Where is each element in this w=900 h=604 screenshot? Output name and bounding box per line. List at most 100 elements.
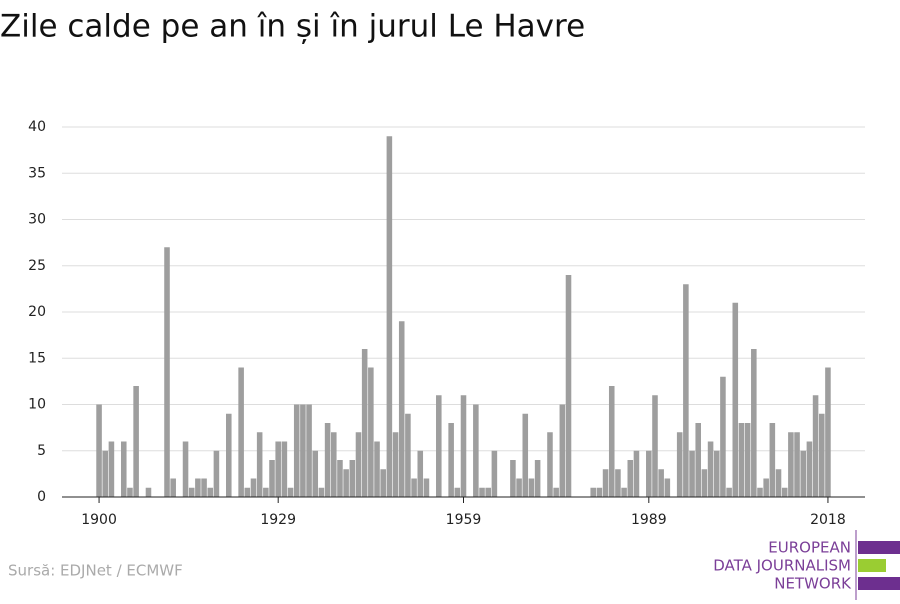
bar [306,404,312,497]
bar [337,460,343,497]
bar [349,460,356,497]
x-tick-label: 1959 [446,512,482,528]
bar [263,487,269,497]
bar [713,450,720,497]
bar [361,349,368,497]
logo-text: NETWORK [774,575,852,593]
bar [621,487,627,497]
y-tick-label: 10 [28,397,46,413]
y-tick-label: 0 [37,489,46,505]
bar [225,413,232,497]
bar [405,413,411,497]
bar [293,404,300,497]
x-tick-label: 2018 [810,512,846,528]
bar [312,450,319,497]
bar [213,450,220,497]
bar [485,487,491,497]
bar [720,376,726,497]
bar [473,404,479,497]
bar [744,423,751,497]
bar [522,413,529,497]
bar [256,432,263,497]
bar [763,478,769,497]
bar [683,284,689,497]
source: Sursă: EDJNet / ECMWF [8,562,183,580]
bar [559,404,566,497]
bar [454,487,461,497]
bar [652,395,658,497]
bar [170,478,176,497]
chart-title: Zile calde pe an în și în jurul Le Havre [0,9,585,45]
bar [602,469,609,497]
bar [448,423,454,497]
bar [775,469,782,497]
bar [324,423,331,497]
bar [646,450,652,497]
y-tick-label: 15 [28,350,46,366]
x-tick-label: 1900 [81,512,117,528]
bar [812,395,819,497]
bar [751,349,757,497]
bar [608,386,615,497]
bar [726,487,732,497]
bar [825,367,831,497]
bar [195,478,201,497]
logo-bar [858,559,886,572]
bar [534,460,541,497]
bar [411,478,417,497]
bar [689,450,695,497]
bar [565,275,572,497]
bar [627,460,634,497]
bar [547,432,553,497]
bar [102,450,109,497]
y-tick-label: 20 [28,304,46,320]
bar [145,487,152,497]
bar [757,487,763,497]
bar [491,450,498,497]
bar [343,469,349,497]
bar [127,487,133,497]
bar [380,469,386,497]
bar [120,441,127,497]
y-tick-label: 25 [28,258,46,274]
bar [392,432,399,497]
bar [738,423,745,497]
logo-text: DATA JOURNALISM [713,557,851,575]
bar [386,136,393,497]
bar [182,441,189,497]
bar [596,487,603,497]
bar [794,432,800,497]
bar [707,441,714,497]
bar [331,432,337,497]
bar [188,487,195,497]
bar [528,478,535,497]
y-tick-label: 40 [28,119,46,135]
bar [615,469,621,497]
bar [769,423,776,497]
bar [460,395,467,497]
bar [806,441,813,497]
bar [510,460,516,497]
bar [275,441,281,497]
bar [201,478,207,497]
bar [417,450,424,497]
bar [423,478,430,497]
bar [164,247,170,497]
logo-bar [858,541,900,554]
bar [133,386,139,497]
bar [368,367,374,497]
bar [590,487,596,497]
bar [800,450,807,497]
bar [676,432,683,497]
x-tick-label: 1929 [260,512,296,528]
y-tick-label: 5 [37,443,46,459]
bar [250,478,257,497]
bar [287,487,294,497]
bar [658,469,664,497]
bar [479,487,485,497]
bar [300,404,306,497]
bar [701,469,708,497]
bar [516,478,522,497]
